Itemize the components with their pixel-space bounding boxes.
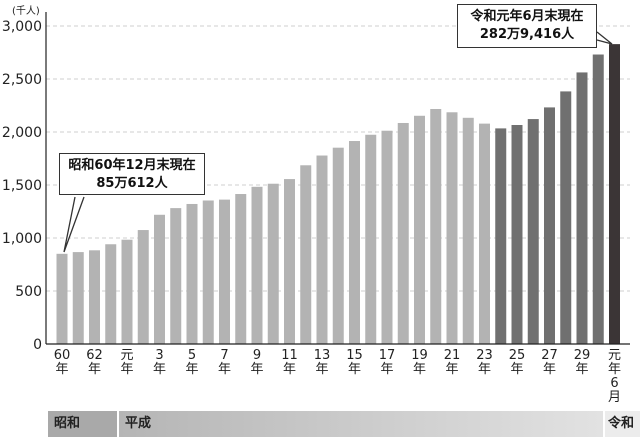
bar-6: [202, 200, 214, 344]
callout-pointer-right: [596, 31, 613, 45]
annotation-start: 昭和60年12月末現在 85万612人: [59, 153, 205, 195]
x-tick-label: 17 年: [379, 348, 396, 377]
bar-昭和60: [56, 253, 68, 344]
bar-18: [397, 122, 409, 345]
y-tick-label: 0: [33, 337, 42, 353]
annotation-start-line1: 昭和60年12月末現在: [68, 158, 196, 173]
x-tick-label: 元年 6 月: [608, 348, 621, 405]
y-tick-label: 3,000: [2, 19, 42, 35]
bar-27: [544, 107, 555, 345]
x-tick-label: 19 年: [411, 348, 428, 377]
annotation-end-line2: 282万9,416人: [479, 27, 575, 42]
y-tick-label: 1,500: [2, 178, 42, 194]
bar-62: [89, 250, 100, 344]
bar-8: [235, 194, 247, 344]
bar-14: [332, 147, 344, 344]
y-tick-label: 1,000: [2, 231, 42, 247]
bar-29: [576, 72, 588, 344]
x-tick-label: 21 年: [444, 348, 461, 377]
x-tick-label: 27 年: [541, 348, 558, 377]
bar-11: [284, 179, 295, 344]
bar-平成元: [121, 239, 133, 344]
bar-15: [349, 141, 360, 344]
y-tick-label: 500: [15, 284, 42, 300]
x-tick-label: 11 年: [281, 348, 298, 377]
bar-25: [511, 125, 523, 344]
x-tick-label: 元年: [120, 348, 133, 377]
y-tick-label: 2,500: [2, 72, 42, 88]
bar-4: [170, 208, 182, 344]
x-tick-label: 62 年: [86, 348, 103, 377]
x-tick-label: 23 年: [476, 348, 493, 377]
bar-9: [251, 186, 263, 344]
bar-24: [495, 128, 507, 344]
bar-26: [527, 119, 539, 345]
x-tick-label: 60 年: [54, 348, 71, 377]
x-tick-label: 15 年: [346, 348, 363, 377]
bar-10: [267, 183, 279, 344]
era-heisei: 平成: [119, 411, 603, 437]
bar-21: [446, 112, 458, 344]
era-showa: 昭和: [48, 411, 117, 437]
bar-28: [560, 91, 572, 344]
bar-30: [592, 54, 604, 344]
bar-63: [105, 244, 117, 344]
bar-23: [479, 123, 490, 344]
era-reiwa: 令和: [605, 411, 640, 437]
bar-chart: (千人) 0 500 1,000 1,500 2,000 2,500 3,000 60 年 62…: [2, 5, 630, 405]
bar-19: [414, 115, 425, 344]
bar-61: [72, 252, 84, 344]
bar-17: [381, 130, 393, 344]
bar-令和元年6月: [609, 44, 620, 344]
bar-12: [300, 165, 312, 344]
y-unit-label: (千人): [12, 5, 40, 17]
annotation-end: 令和元年6月末現在 282万9,416人: [457, 4, 597, 48]
x-tick-label: 25 年: [509, 348, 526, 377]
x-tick-label: 29 年: [574, 348, 591, 377]
bar-7: [219, 199, 230, 344]
bar-22: [462, 117, 474, 345]
bar-16: [365, 134, 377, 344]
bar-13: [316, 155, 328, 344]
bar-5: [186, 203, 198, 344]
annotation-end-line1: 令和元年6月末現在: [470, 9, 584, 24]
y-tick-label: 2,000: [2, 125, 42, 141]
callout-pointer-left: [63, 196, 85, 253]
bar-2: [137, 230, 149, 344]
bar-20: [430, 108, 442, 344]
x-tick-label: 13 年: [314, 348, 331, 377]
bar-3: [154, 214, 165, 344]
annotation-start-line2: 85万612人: [96, 176, 168, 191]
